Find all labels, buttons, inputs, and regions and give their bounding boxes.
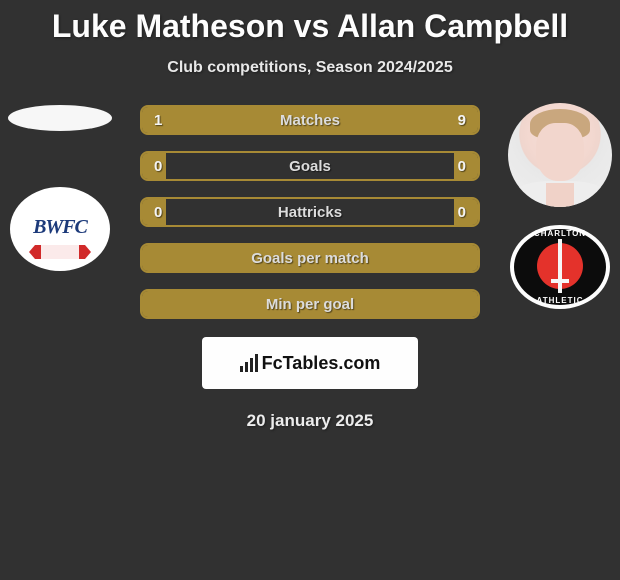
generated-date: 20 january 2025 xyxy=(0,411,620,431)
bar-chart-icon xyxy=(240,354,258,372)
left-club-ribbon xyxy=(29,241,91,263)
comparison-stage: BWFC CHARLTON ATHLETIC 19Matches 00Goals 0… xyxy=(0,105,620,319)
right-club-text-bottom: ATHLETIC xyxy=(537,296,584,305)
page-title: Luke Matheson vs Allan Campbell xyxy=(0,0,620,45)
stat-label: Matches xyxy=(142,107,478,133)
stat-bar: 19Matches xyxy=(140,105,480,135)
fctables-watermark: FcTables.com xyxy=(202,337,418,389)
right-player-column: CHARLTON ATHLETIC xyxy=(500,105,620,309)
right-player-avatar xyxy=(508,103,612,207)
page-subtitle: Club competitions, Season 2024/2025 xyxy=(0,59,620,77)
left-player-avatar-placeholder xyxy=(8,105,112,131)
stat-label: Hattricks xyxy=(142,199,478,225)
left-player-column: BWFC xyxy=(0,105,120,271)
stat-label: Goals xyxy=(142,153,478,179)
stat-label: Min per goal xyxy=(142,291,478,317)
left-club-badge: BWFC xyxy=(10,187,110,271)
stat-bar: Goals per match xyxy=(140,243,480,273)
stat-bar: Min per goal xyxy=(140,289,480,319)
stat-bar: 00Hattricks xyxy=(140,197,480,227)
left-club-code: BWFC xyxy=(33,216,87,239)
right-club-emblem xyxy=(537,243,583,289)
stat-bars: 19Matches 00Goals 00Hattricks Goals per mat… xyxy=(140,105,480,319)
stat-label: Goals per match xyxy=(142,245,478,271)
fctables-label: FcTables.com xyxy=(262,353,381,374)
right-club-badge: CHARLTON ATHLETIC xyxy=(510,225,610,309)
right-club-text-top: CHARLTON xyxy=(534,229,586,238)
stat-bar: 00Goals xyxy=(140,151,480,181)
